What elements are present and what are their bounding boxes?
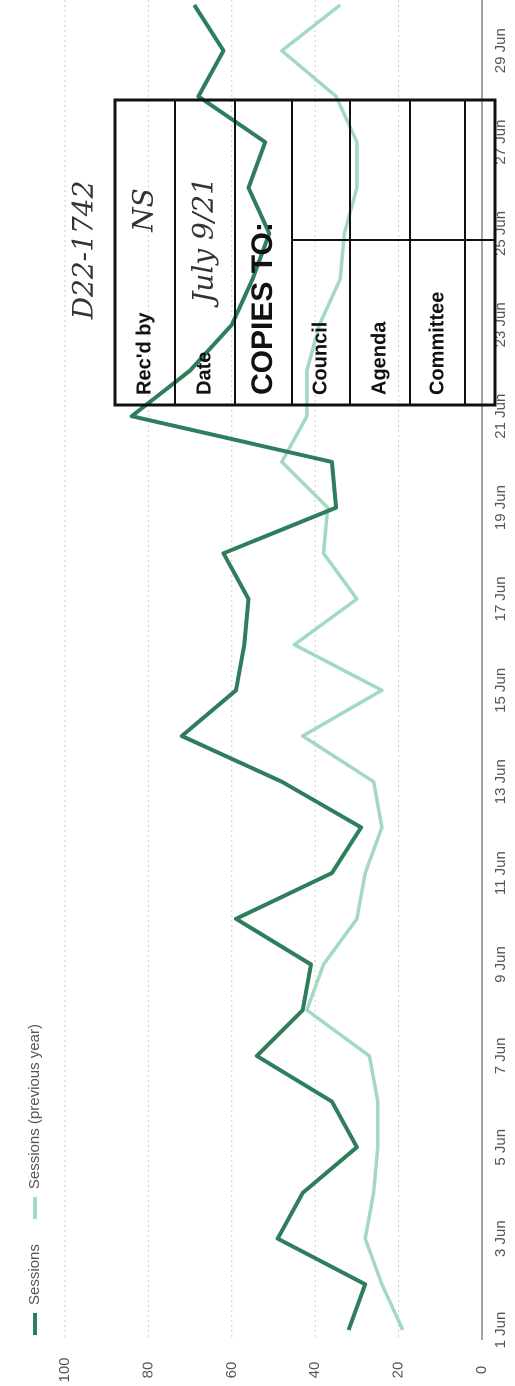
series-line — [280, 3, 405, 1331]
x-tick-label: 29 Jun — [492, 28, 509, 73]
x-tick-label: 5 Jun — [492, 1129, 509, 1166]
stamp-copies-label: COPIES TO: — [246, 222, 279, 395]
x-tick-label: 17 Jun — [492, 576, 509, 621]
x-tick-label: 13 Jun — [492, 759, 509, 804]
y-tick-label: 80 — [139, 1362, 156, 1379]
x-tick-label: 19 Jun — [492, 485, 509, 530]
legend-label: Sessions (previous year) — [26, 1024, 43, 1189]
stamp-row: Committee — [426, 292, 448, 395]
stamp-id: D22-1742 — [67, 181, 100, 321]
x-tick-label: 15 Jun — [492, 668, 509, 713]
y-tick-label: 40 — [306, 1362, 323, 1379]
x-tick-label: 3 Jun — [492, 1220, 509, 1257]
x-tick-label: 1 Jun — [492, 1312, 509, 1349]
stamp-box — [113, 98, 497, 407]
stamp-row: Agenda — [368, 321, 390, 395]
stamp-date: July 9/21 — [187, 177, 220, 308]
stamp-row: Council — [309, 322, 331, 395]
x-tick-label: 9 Jun — [492, 946, 509, 983]
x-tick-label: 7 Jun — [492, 1038, 509, 1075]
stamp-received-by: NS — [127, 188, 160, 233]
series-line — [129, 3, 368, 1331]
y-tick-label: 60 — [223, 1362, 240, 1379]
stamp-received-label: Rec'd by — [133, 312, 155, 395]
stamp-date-label: Date — [193, 352, 215, 395]
y-tick-label: 0 — [473, 1366, 490, 1374]
y-tick-label: 100 — [56, 1357, 73, 1382]
y-tick-label: 20 — [390, 1362, 407, 1379]
legend-label: Sessions — [26, 1244, 43, 1305]
x-tick-label: 11 Jun — [492, 851, 509, 895]
stamp: D22-1742 Rec'd by NS Date July 9/21 COPI… — [67, 98, 497, 407]
